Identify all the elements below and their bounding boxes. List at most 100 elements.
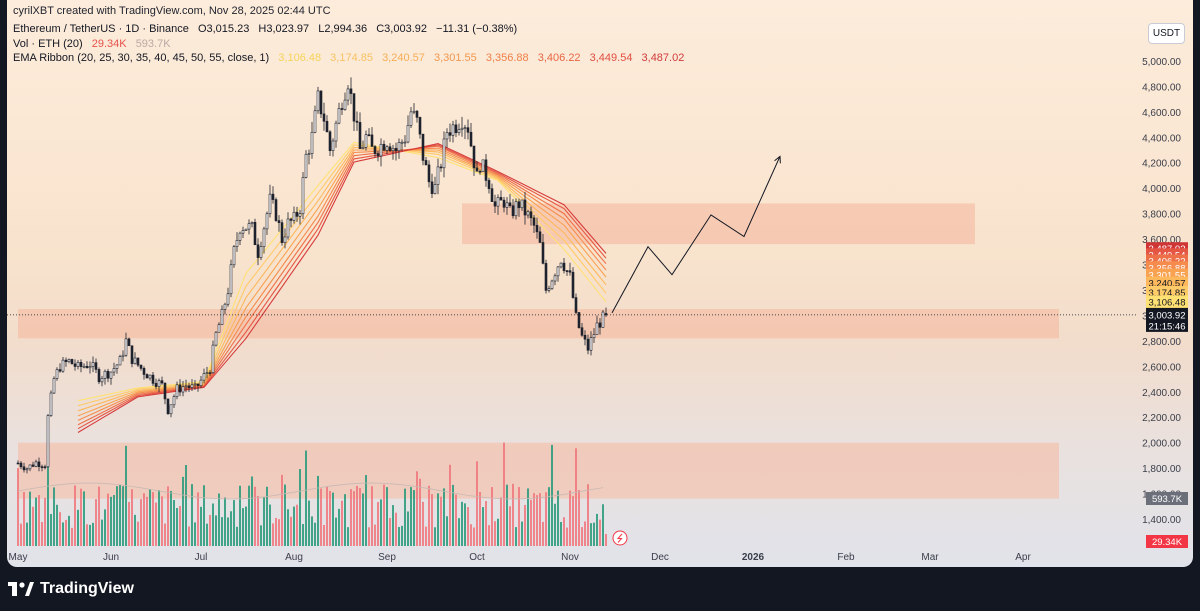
- volume-bar[interactable]: [413, 490, 415, 546]
- volume-bar[interactable]: [509, 506, 511, 546]
- volume-bar[interactable]: [401, 525, 403, 546]
- candle-up[interactable]: [460, 127, 464, 130]
- volume-bar[interactable]: [236, 526, 238, 546]
- candle-up[interactable]: [364, 134, 368, 148]
- candle-up[interactable]: [496, 197, 500, 207]
- candle-up[interactable]: [463, 127, 467, 129]
- candle-up[interactable]: [49, 392, 53, 416]
- volume-bar[interactable]: [455, 494, 457, 546]
- volume-bar[interactable]: [197, 492, 199, 546]
- volume-bar[interactable]: [62, 522, 64, 546]
- candle-up[interactable]: [247, 223, 251, 230]
- candle-down[interactable]: [466, 127, 470, 133]
- volume-bar[interactable]: [539, 493, 541, 546]
- candle-up[interactable]: [235, 240, 239, 247]
- candle-down[interactable]: [154, 383, 158, 387]
- candle-down[interactable]: [373, 146, 377, 154]
- candle-down[interactable]: [37, 461, 41, 467]
- volume-bar[interactable]: [203, 485, 205, 546]
- candle-down[interactable]: [196, 383, 200, 386]
- candle-down[interactable]: [349, 88, 353, 94]
- volume-bar[interactable]: [80, 488, 82, 546]
- volume-bar[interactable]: [224, 497, 226, 546]
- volume-bar[interactable]: [137, 521, 139, 546]
- candle-down[interactable]: [529, 211, 533, 219]
- volume-bar[interactable]: [488, 525, 490, 546]
- volume-bar[interactable]: [428, 485, 430, 546]
- candle-up[interactable]: [250, 222, 254, 224]
- candle-down[interactable]: [376, 153, 380, 157]
- volume-bar[interactable]: [491, 487, 493, 546]
- volume-bar[interactable]: [452, 484, 454, 546]
- price-axis[interactable]: 1,400.001,600.001,800.002,000.002,200.00…: [1142, 57, 1188, 548]
- candle-down[interactable]: [472, 145, 476, 169]
- candle-down[interactable]: [289, 218, 293, 221]
- volume-bar[interactable]: [350, 489, 352, 546]
- volume-bar[interactable]: [59, 512, 61, 546]
- volume-bar[interactable]: [128, 501, 130, 546]
- candle-up[interactable]: [433, 184, 437, 194]
- candle-up[interactable]: [211, 344, 215, 374]
- volume-bar[interactable]: [449, 464, 451, 546]
- candle-down[interactable]: [160, 380, 164, 384]
- candle-down[interactable]: [208, 372, 212, 374]
- volume-bar[interactable]: [404, 488, 406, 546]
- volume-label[interactable]: Vol · ETH (20): [13, 38, 83, 50]
- volume-bar[interactable]: [221, 517, 223, 546]
- volume-bar[interactable]: [443, 488, 445, 546]
- candle-up[interactable]: [556, 266, 560, 277]
- candle-up[interactable]: [316, 90, 320, 112]
- volume-bar[interactable]: [146, 496, 148, 546]
- candle-down[interactable]: [517, 201, 521, 209]
- volume-bar[interactable]: [545, 492, 547, 546]
- candle-up[interactable]: [214, 331, 218, 346]
- volume-bar[interactable]: [200, 506, 202, 546]
- candle-up[interactable]: [241, 230, 245, 234]
- time-axis[interactable]: May Jun Jul Aug Sep Oct Nov Dec 2026 Feb Mar Apr: [9, 552, 1032, 563]
- candle-down[interactable]: [253, 222, 257, 246]
- candle-up[interactable]: [262, 228, 266, 247]
- volume-bar[interactable]: [368, 527, 370, 546]
- candle-down[interactable]: [22, 466, 26, 471]
- candle-up[interactable]: [229, 264, 233, 295]
- zone-rect-1[interactable]: [18, 309, 1059, 339]
- volume-bar[interactable]: [41, 521, 43, 546]
- volume-bar[interactable]: [506, 484, 508, 546]
- candle-down[interactable]: [340, 108, 344, 110]
- candle-up[interactable]: [400, 141, 404, 144]
- volume-bar[interactable]: [89, 524, 91, 546]
- candle-up[interactable]: [457, 129, 461, 134]
- volume-bar[interactable]: [470, 524, 472, 546]
- volume-bar[interactable]: [281, 474, 283, 546]
- volume-bar[interactable]: [242, 508, 244, 546]
- volume-bar[interactable]: [467, 507, 469, 546]
- candle-up[interactable]: [412, 110, 416, 113]
- candle-up[interactable]: [451, 124, 455, 136]
- ema-line-35[interactable]: [77, 149, 607, 417]
- candle-down[interactable]: [586, 338, 590, 351]
- volume-bar[interactable]: [245, 506, 247, 546]
- volume-bar[interactable]: [356, 485, 358, 546]
- volume-bar[interactable]: [83, 491, 85, 546]
- volume-bar[interactable]: [26, 522, 28, 546]
- candle-up[interactable]: [313, 110, 317, 133]
- candle-up[interactable]: [520, 199, 524, 209]
- ema-label[interactable]: EMA Ribbon (20, 25, 30, 35, 40, 45, 50, …: [13, 52, 270, 64]
- candle-down[interactable]: [469, 131, 473, 147]
- candle-up[interactable]: [589, 337, 593, 351]
- candle-up[interactable]: [124, 338, 128, 356]
- candle-up[interactable]: [298, 213, 302, 217]
- volume-bar[interactable]: [410, 487, 412, 546]
- volume-bar[interactable]: [440, 496, 442, 546]
- candle-up[interactable]: [346, 88, 350, 101]
- candle-up[interactable]: [193, 383, 197, 386]
- volume-bar[interactable]: [398, 527, 400, 546]
- volume-bar[interactable]: [194, 522, 196, 546]
- candle-down[interactable]: [448, 132, 452, 136]
- candle-down[interactable]: [73, 363, 77, 367]
- candle-up[interactable]: [331, 140, 335, 151]
- volume-bar[interactable]: [149, 489, 151, 546]
- candle-down[interactable]: [568, 270, 572, 273]
- volume-bar[interactable]: [248, 485, 250, 546]
- candle-up[interactable]: [379, 143, 383, 157]
